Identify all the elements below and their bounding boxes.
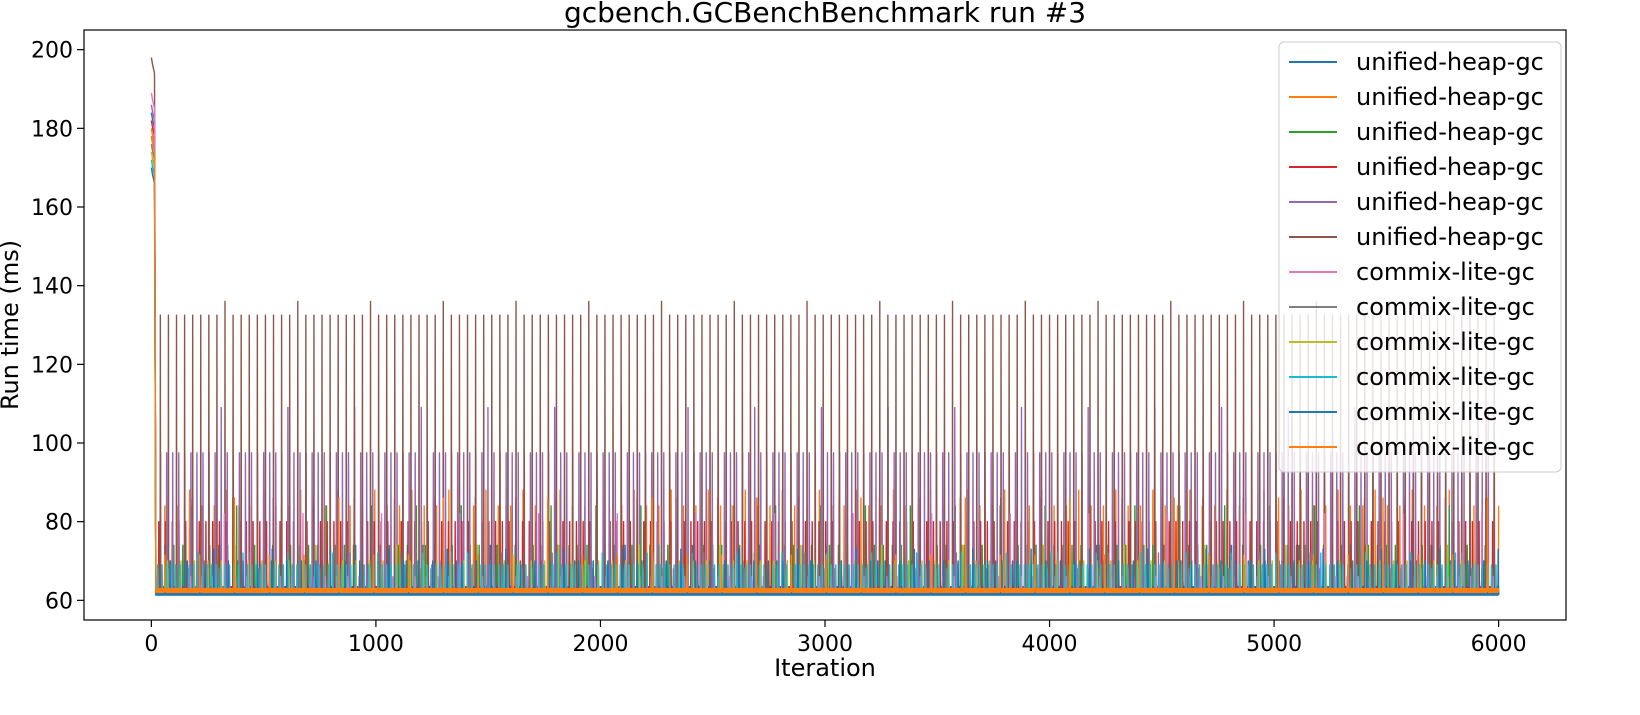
series-line-12 (150, 136, 1500, 594)
y-tick-label-4: 140 (31, 275, 73, 300)
x-tick-label-0: 0 (144, 632, 158, 657)
legend-label-6: unified-heap-gc (1356, 223, 1544, 251)
legend-label-12: commix-lite-gc (1356, 433, 1535, 461)
chart-title: gcbench.GCBenchBenchmark run #3 (564, 0, 1086, 29)
legend-label-7: commix-lite-gc (1356, 258, 1535, 286)
legend-label-8: commix-lite-gc (1356, 293, 1535, 321)
legend: unified-heap-gc unified-heap-gc unified-he… (1278, 41, 1562, 473)
x-axis-label: Iteration (774, 654, 876, 682)
legend-label-4: unified-heap-gc (1356, 153, 1544, 181)
legend-label-10: commix-lite-gc (1356, 363, 1535, 391)
x-tick-label-6: 6000 (1471, 632, 1527, 657)
y-tick-label-1: 80 (45, 511, 73, 536)
y-tick-label-6: 180 (31, 117, 73, 142)
legend-label-5: unified-heap-gc (1356, 188, 1544, 216)
y-tick-label-2: 100 (31, 432, 73, 457)
y-tick-label-5: 160 (31, 196, 73, 221)
x-tick-label-5: 5000 (1246, 632, 1302, 657)
legend-label-2: unified-heap-gc (1356, 83, 1544, 111)
y-axis: 60 80 100 120 140 160 180 200 (31, 39, 84, 614)
legend-box (1278, 41, 1562, 473)
y-tick-label-3: 120 (31, 353, 73, 378)
x-tick-label-2: 2000 (572, 632, 628, 657)
x-tick-label-4: 4000 (1022, 632, 1078, 657)
legend-label-11: commix-lite-gc (1356, 398, 1535, 426)
legend-label-9: commix-lite-gc (1356, 328, 1535, 356)
y-axis-label: Run time (ms) (0, 240, 24, 410)
plot-area (150, 57, 1500, 596)
x-tick-label-3: 3000 (797, 632, 853, 657)
x-tick-label-1: 1000 (348, 632, 404, 657)
y-tick-label-0: 60 (45, 589, 73, 614)
legend-label-3: unified-heap-gc (1356, 118, 1544, 146)
x-axis: 0 1000 2000 3000 4000 5000 6000 (144, 620, 1527, 657)
legend-label-1: unified-heap-gc (1356, 48, 1544, 76)
y-tick-label-7: 200 (31, 39, 73, 64)
